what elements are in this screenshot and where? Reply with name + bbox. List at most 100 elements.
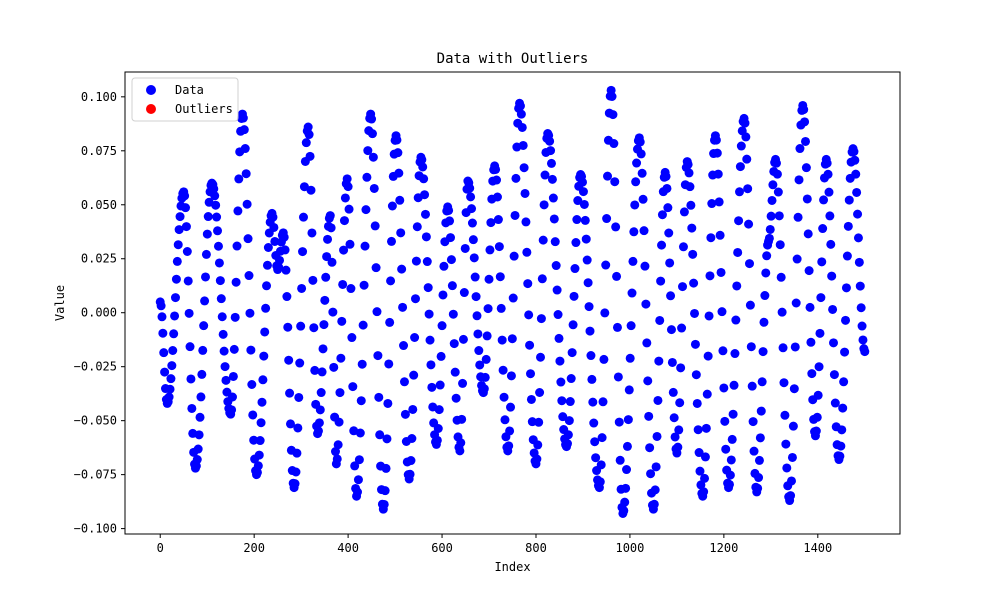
data-point	[813, 390, 823, 400]
data-point	[520, 188, 530, 198]
data-point	[727, 434, 737, 444]
data-point	[381, 463, 391, 473]
data-point	[646, 469, 656, 479]
data-point	[792, 254, 802, 264]
data-point	[736, 141, 746, 151]
data-point	[652, 431, 662, 441]
data-point	[694, 448, 704, 458]
data-point	[232, 241, 242, 251]
data-point	[790, 342, 800, 352]
data-point	[655, 315, 665, 325]
data-point	[321, 272, 331, 282]
data-point	[227, 405, 237, 415]
data-point	[720, 416, 730, 426]
data-point	[370, 221, 380, 231]
data-point	[525, 340, 535, 350]
data-point	[173, 240, 183, 250]
data-point	[516, 109, 526, 119]
data-point	[219, 346, 229, 356]
data-point	[410, 294, 420, 304]
data-point	[554, 333, 564, 343]
data-point	[447, 281, 457, 291]
data-point	[385, 317, 395, 327]
data-point	[744, 219, 754, 229]
data-point	[754, 455, 764, 465]
data-point	[829, 370, 839, 380]
data-point	[275, 255, 285, 265]
data-point	[773, 187, 783, 197]
data-point	[625, 353, 635, 363]
data-point	[361, 205, 371, 215]
data-point	[511, 173, 521, 183]
data-point	[678, 282, 688, 292]
data-point	[657, 210, 667, 220]
data-point	[835, 451, 845, 461]
data-point	[375, 430, 385, 440]
data-point	[670, 432, 680, 442]
data-point	[508, 293, 518, 303]
data-point	[852, 187, 862, 197]
data-point	[730, 349, 740, 359]
data-point	[721, 444, 731, 454]
data-point	[850, 155, 860, 165]
data-point	[689, 278, 699, 288]
data-point	[506, 402, 516, 412]
data-point	[347, 333, 357, 343]
data-point	[673, 442, 683, 452]
data-point	[382, 434, 392, 444]
data-point	[679, 207, 689, 217]
data-point	[187, 403, 197, 413]
data-point	[691, 370, 701, 380]
data-point	[778, 343, 788, 353]
data-point	[717, 307, 727, 317]
data-point	[504, 441, 514, 451]
data-point	[570, 264, 580, 274]
data-point	[841, 315, 851, 325]
data-point	[788, 421, 798, 431]
data-point	[557, 396, 567, 406]
data-point	[589, 418, 599, 428]
x-tick-label: 600	[431, 541, 453, 555]
data-point	[493, 215, 503, 225]
data-point	[412, 222, 422, 232]
data-point	[841, 283, 851, 293]
data-point	[492, 192, 502, 202]
data-point	[819, 195, 829, 205]
data-point	[611, 222, 621, 232]
data-point	[182, 247, 192, 256]
data-point	[374, 392, 384, 402]
data-point	[230, 312, 240, 322]
data-point	[348, 382, 358, 392]
data-point	[696, 480, 706, 490]
data-point	[466, 192, 476, 202]
data-point	[472, 311, 482, 321]
data-point	[732, 281, 742, 291]
data-point	[540, 170, 550, 180]
data-point	[445, 216, 455, 226]
data-point	[703, 351, 713, 361]
data-point	[549, 214, 559, 224]
data-point	[545, 136, 555, 146]
data-point	[169, 329, 179, 339]
data-point	[317, 367, 327, 377]
data-point	[394, 168, 404, 178]
data-point	[814, 362, 824, 372]
data-point	[745, 300, 755, 310]
data-point	[853, 233, 863, 243]
data-point	[731, 315, 741, 325]
data-point	[255, 436, 265, 446]
legend-data-label: Data	[175, 83, 204, 97]
data-point	[613, 372, 623, 382]
data-point	[587, 374, 597, 384]
data-point	[170, 293, 180, 303]
data-point	[854, 257, 864, 267]
data-point	[602, 214, 612, 224]
data-point	[396, 228, 406, 238]
data-point	[526, 369, 536, 379]
data-point	[474, 346, 484, 356]
data-point	[201, 249, 211, 259]
data-point	[203, 212, 213, 222]
data-point	[774, 211, 784, 221]
data-point	[400, 409, 410, 419]
